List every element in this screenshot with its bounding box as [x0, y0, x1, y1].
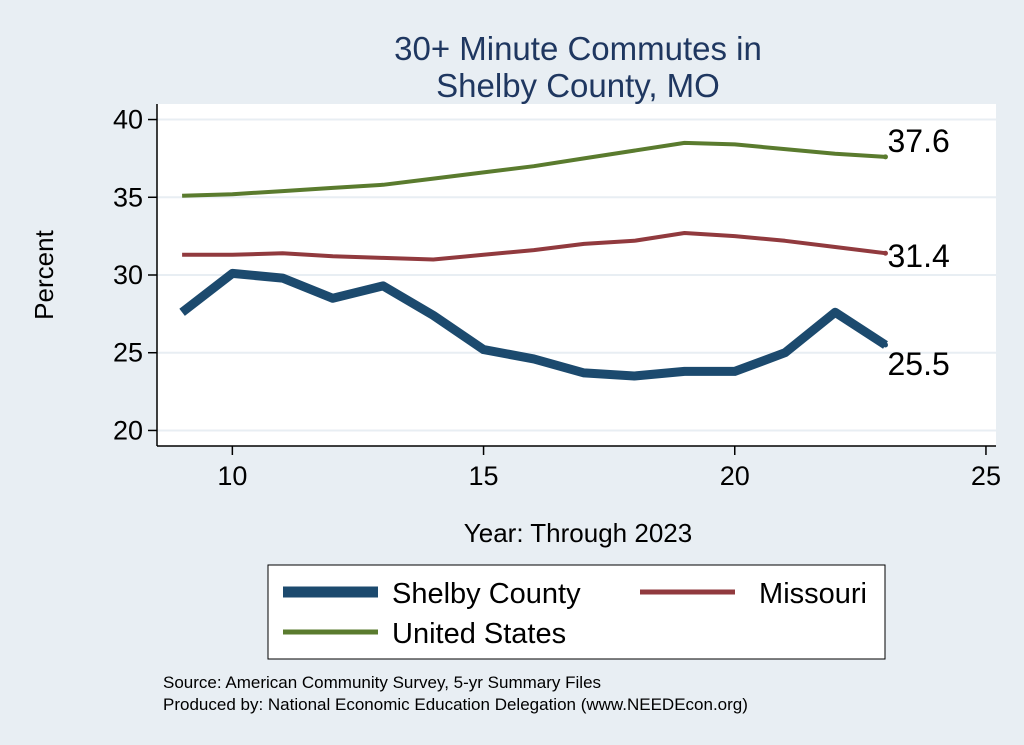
legend-box: [267, 564, 886, 660]
series-lines: [179, 140, 888, 381]
end-labels: 25.5 31.4 37.6: [887, 123, 949, 382]
y-tick-label-40: 40: [113, 105, 143, 135]
series-line-shelby-county: [179, 268, 888, 381]
legend: Shelby County Missouri United States: [267, 564, 886, 660]
end-label-united-states: 37.6: [887, 123, 949, 159]
legend-label-united-states: United States: [392, 618, 566, 650]
x-tick-label-25: 25: [971, 461, 1001, 491]
y-tick-label-25: 25: [113, 338, 143, 368]
end-label-shelby-county: 25.5: [887, 346, 949, 382]
y-tick-label-20: 20: [113, 415, 143, 445]
x-tick-label-10: 10: [217, 461, 247, 491]
end-point-missouri: [882, 250, 888, 256]
x-tick-label-20: 20: [720, 461, 750, 491]
produced-by-note: Produced by: National Economic Education…: [163, 695, 748, 714]
chart-title-line-2: Shelby County, MO: [436, 67, 720, 104]
axes: 20 25 30 35 40 10 15 20 25: [113, 104, 1001, 491]
end-point-shelby-county: [882, 342, 888, 348]
y-tick-label-35: 35: [113, 182, 143, 212]
series-line-missouri: [182, 231, 886, 262]
legend-label-shelby-county: Shelby County: [392, 578, 581, 610]
legend-label-missouri: Missouri: [759, 578, 867, 610]
grid-lines: [157, 118, 996, 432]
source-note: Source: American Community Survey, 5-yr …: [163, 673, 601, 692]
y-tick-label-30: 30: [113, 260, 143, 290]
end-label-missouri: 31.4: [887, 238, 949, 274]
y-axis-title: Percent: [29, 229, 59, 319]
x-axis-title: Year: Through 2023: [464, 518, 692, 548]
series-line-united-states: [182, 140, 886, 198]
end-point-united-states: [882, 154, 888, 160]
x-tick-label-15: 15: [469, 461, 499, 491]
chart-title-line-1: 30+ Minute Commutes in: [394, 30, 762, 67]
